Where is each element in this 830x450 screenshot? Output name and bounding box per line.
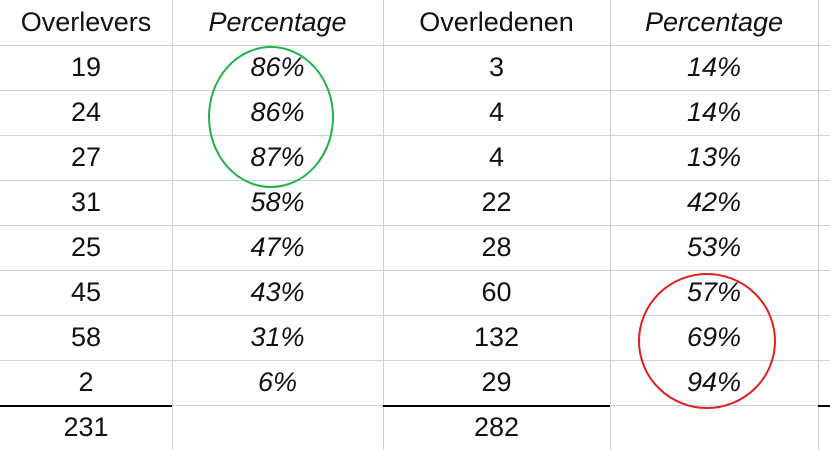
cell: 45 — [70, 277, 102, 307]
cell: Overledenen — [419, 7, 574, 37]
cell: Percentage — [644, 7, 784, 37]
cell: 3 — [488, 52, 505, 82]
cell: 60 — [481, 277, 512, 307]
row-border — [0, 270, 830, 271]
cell: 47% — [250, 232, 305, 262]
cell: 22 — [481, 187, 512, 217]
cell: 94% — [686, 367, 742, 397]
cell: 53% — [686, 232, 742, 262]
row-border — [0, 90, 830, 91]
cell: 6% — [257, 367, 298, 397]
cell: 86% — [250, 97, 305, 127]
row-border — [0, 225, 830, 226]
cell: 31 — [70, 187, 102, 217]
row-border — [0, 360, 830, 361]
cell: 31% — [250, 322, 305, 352]
cell: 42% — [686, 187, 742, 217]
row-border — [0, 315, 830, 316]
cell: 58% — [250, 187, 305, 217]
cell: 14% — [686, 52, 742, 82]
cell: 132 — [473, 322, 520, 352]
cell: 43% — [250, 277, 305, 307]
cell: 13% — [686, 142, 742, 172]
cell: 231 — [63, 412, 109, 442]
cell: 4 — [488, 142, 505, 172]
row-border — [0, 180, 830, 181]
cell: 58 — [70, 322, 102, 352]
cell: Overlevers — [20, 7, 152, 37]
cell: 19 — [70, 52, 102, 82]
cell: 69% — [686, 322, 742, 352]
cell: 24 — [70, 97, 102, 127]
red-circle — [638, 273, 776, 409]
row-border — [0, 135, 830, 136]
cell: 4 — [488, 97, 505, 127]
row-border — [0, 45, 830, 46]
cell: 14% — [686, 97, 742, 127]
total-border — [383, 405, 610, 407]
cell: 29 — [481, 367, 512, 397]
total-border — [0, 405, 172, 407]
cell: 27 — [70, 142, 102, 172]
green-circle — [208, 46, 334, 188]
total-border — [818, 405, 830, 407]
cell: 2 — [78, 367, 94, 397]
cell: 28 — [481, 232, 512, 262]
cell: 87% — [250, 142, 305, 172]
cell: 282 — [473, 412, 520, 442]
cell: 86% — [250, 52, 305, 82]
cell: Percentage — [208, 7, 347, 37]
cell: 25 — [70, 232, 102, 262]
cell: 57% — [686, 277, 742, 307]
